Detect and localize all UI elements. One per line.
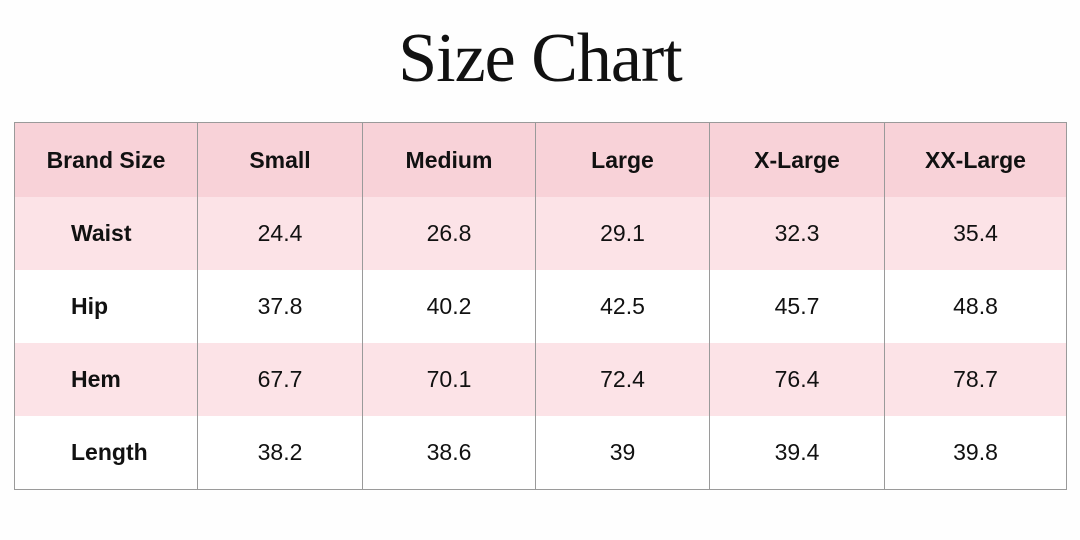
cell: 72.4 [535, 343, 710, 416]
cell: 26.8 [362, 197, 536, 270]
cell: 67.7 [197, 343, 363, 416]
cell: 45.7 [709, 270, 885, 343]
cell: 35.4 [884, 197, 1067, 270]
cell: 32.3 [709, 197, 885, 270]
column-header: Small [197, 122, 363, 197]
header-row: Brand Size Small Medium Large X-Large XX-Larg… [14, 122, 1067, 197]
table-row: Hem 67.7 70.1 72.4 76.4 78.7 [14, 343, 1067, 416]
cell: 38.2 [197, 416, 363, 490]
cell: 70.1 [362, 343, 536, 416]
cell: 78.7 [884, 343, 1067, 416]
cell: 40.2 [362, 270, 536, 343]
cell: 38.6 [362, 416, 536, 490]
cell: 39 [535, 416, 710, 490]
column-header: X-Large [709, 122, 885, 197]
cell: 39.4 [709, 416, 885, 490]
cell: 24.4 [197, 197, 363, 270]
column-header: XX-Large [884, 122, 1067, 197]
cell: 42.5 [535, 270, 710, 343]
row-label: Hem [14, 343, 198, 416]
row-label: Hip [14, 270, 198, 343]
cell: 48.8 [884, 270, 1067, 343]
cell: 37.8 [197, 270, 363, 343]
title: Size Chart [398, 20, 683, 97]
row-label: Length [14, 416, 198, 490]
table-row: Waist 24.4 26.8 29.1 32.3 35.4 [14, 197, 1067, 270]
table-row: Length 38.2 38.6 39 39.4 39.8 [14, 416, 1067, 490]
cell: 29.1 [535, 197, 710, 270]
column-header: Medium [362, 122, 536, 197]
size-table: Brand Size Small Medium Large X-Large XX-Larg… [14, 122, 1067, 490]
column-header: Brand Size [14, 122, 198, 197]
cell: 39.8 [884, 416, 1067, 490]
row-label: Waist [14, 197, 198, 270]
column-header: Large [535, 122, 710, 197]
cell: 76.4 [709, 343, 885, 416]
table-row: Hip 37.8 40.2 42.5 45.7 48.8 [14, 270, 1067, 343]
